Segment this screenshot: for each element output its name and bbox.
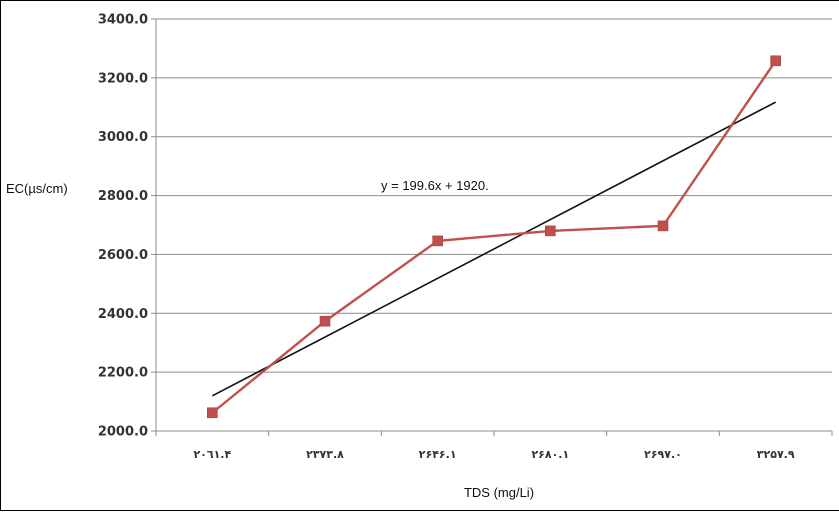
trendline (211, 101, 777, 397)
y-tick-label: 3200.0 (98, 71, 148, 86)
series-line (211, 60, 777, 414)
gridlines (156, 18, 832, 373)
trendline-line (211, 101, 777, 397)
x-tick-label: ٢۶٨٠.١ (531, 448, 569, 461)
x-tick-label: ٢۶۴۶.١ (419, 448, 457, 461)
data-point-marker (207, 407, 218, 419)
y-tick-label: 3000.0 (98, 130, 148, 145)
x-tick-label: ٢۶٩٧.٠ (644, 448, 682, 461)
y-tick-label: 2800.0 (98, 189, 148, 204)
y-axis-title: EC(µs/cm) (6, 181, 68, 196)
data-point-marker (657, 220, 669, 232)
y-tick-label: 2400.0 (98, 307, 148, 322)
data-point-marker (545, 225, 556, 237)
y-tick-label: 3400.0 (98, 13, 148, 28)
data-point-marker (770, 55, 781, 67)
x-axis-title: TDS (mg/Li) (464, 485, 534, 500)
y-tick-label: 2200.0 (98, 366, 148, 381)
axes (151, 18, 833, 436)
x-tick-label: ٣٢۵٧.٩ (757, 448, 795, 461)
y-tick-label: 2000.0 (98, 425, 148, 440)
data-point-marker (432, 235, 443, 247)
data-point-marker (319, 315, 331, 327)
data-series (207, 55, 781, 419)
tick-labels: 2000.0 2200.0 2400.0 2600.0 2800.0 3000.0 3200… (98, 13, 795, 462)
y-tick-label: 2600.0 (98, 248, 148, 263)
x-tick-label: ٢٣٧٣.٨ (306, 448, 344, 461)
trendline-equation: y = 199.6x + 1920. (381, 178, 489, 193)
x-tick-label: ٢٠٦١.۴ (193, 448, 231, 461)
